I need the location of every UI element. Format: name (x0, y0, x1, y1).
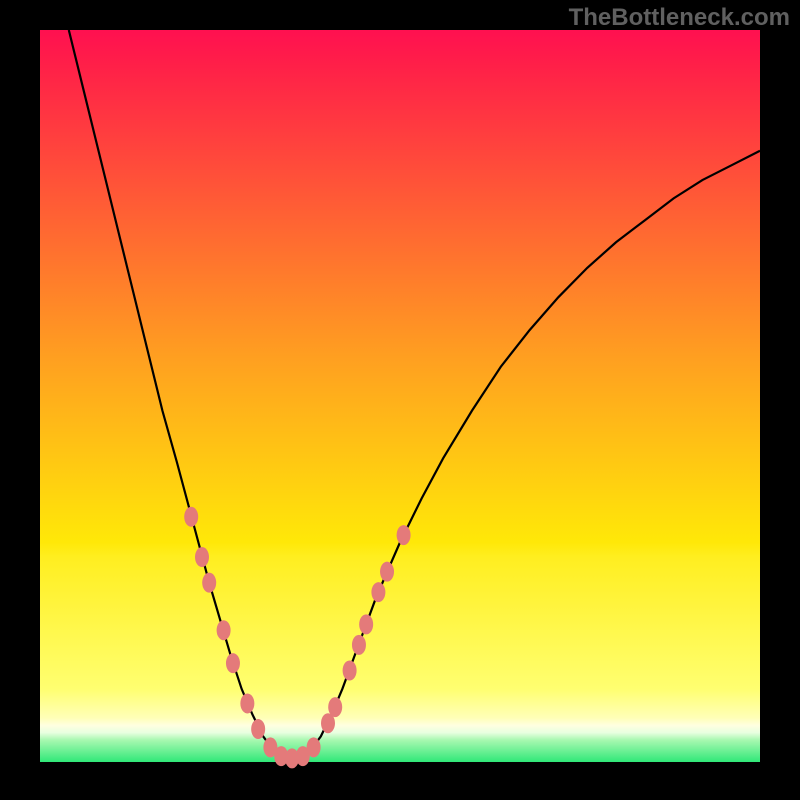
bottleneck-curve (69, 30, 760, 758)
data-marker (195, 547, 209, 567)
data-marker (343, 661, 357, 681)
chart-svg (40, 30, 760, 762)
data-marker (226, 653, 240, 673)
data-marker (307, 737, 321, 757)
data-marker (380, 562, 394, 582)
data-marker (184, 507, 198, 527)
watermark-text: TheBottleneck.com (569, 4, 790, 32)
data-marker (359, 614, 373, 634)
data-marker (352, 635, 366, 655)
data-marker (371, 582, 385, 602)
marker-group (184, 507, 410, 769)
data-marker (240, 693, 254, 713)
data-marker (251, 719, 265, 739)
data-marker (202, 573, 216, 593)
data-marker (217, 620, 231, 640)
plot-area (40, 30, 760, 762)
data-marker (328, 697, 342, 717)
data-marker (397, 525, 411, 545)
